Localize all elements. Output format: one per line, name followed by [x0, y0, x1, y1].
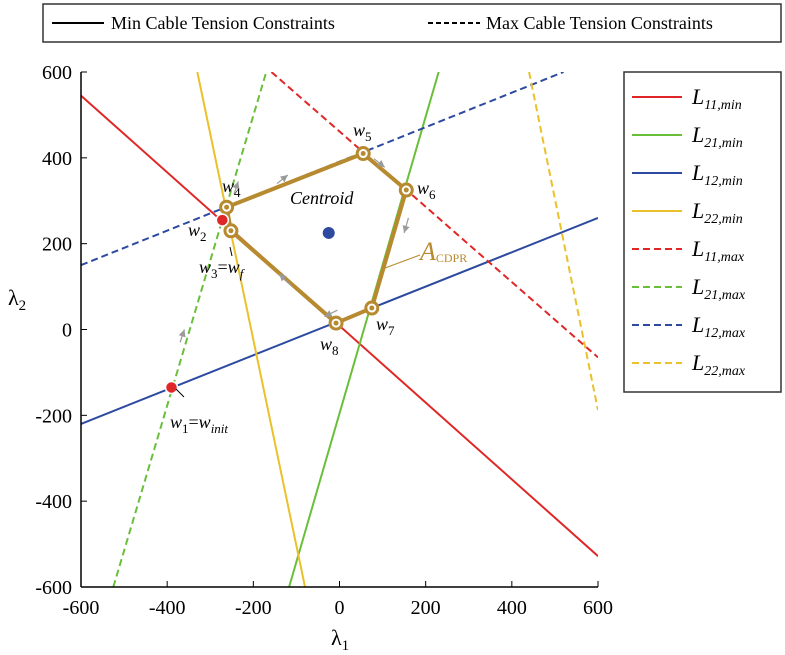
path-arrow-5 — [278, 273, 293, 288]
label-w7: w7 — [376, 314, 395, 338]
path-arrow-1 — [276, 174, 289, 185]
point-centroid — [322, 226, 335, 239]
label-acdpr: ACDPR — [418, 237, 467, 266]
leader-w1 — [175, 388, 185, 398]
y-axis-label: λ2 — [8, 285, 26, 314]
label-w5: w5 — [353, 120, 372, 144]
label-centroid: Centroid — [290, 188, 354, 208]
vertex-dot-w6 — [403, 187, 409, 193]
point-w1 — [164, 380, 179, 395]
legend-label-11-max: L11,max — [691, 236, 745, 265]
y-tick-label: 200 — [42, 234, 72, 256]
points-layer — [164, 213, 335, 395]
path-arrow-4 — [324, 309, 338, 318]
x-tick-label: -200 — [235, 597, 272, 619]
annotation-layer: w4 w5 w6 w7 w8 w2 w3=wf w1=winit Centroid ACDPR — [170, 120, 467, 436]
x-tick-label: 0 — [335, 597, 345, 619]
right-legend: L11,min L21,min L12,min L22,min L11,max L21,m… — [623, 71, 782, 393]
path-arrow-3 — [402, 217, 410, 234]
series-line-L22-min — [196, 72, 307, 587]
y-tick-label: 400 — [42, 148, 72, 170]
legend-label-21-max: L21,max — [691, 274, 746, 303]
vertex-dot-w7 — [369, 305, 375, 311]
vertex-dot-w3 — [228, 228, 234, 234]
legend-label-22-min: L22,min — [691, 198, 743, 227]
path-arrow-7 — [232, 181, 240, 195]
leader-w3 — [229, 246, 233, 257]
path-arrow-2 — [373, 158, 386, 168]
x-tick-label: 400 — [497, 597, 527, 619]
y-tick-label: 0 — [62, 320, 72, 342]
legend-label-12-min: L12,min — [691, 160, 743, 189]
vertex-dot-w8 — [333, 320, 339, 326]
label-w6: w6 — [417, 178, 436, 202]
polygon-layer — [219, 146, 414, 331]
top-legend-solid-label: Min Cable Tension Constraints — [111, 13, 335, 33]
path-arrow-6 — [178, 329, 186, 343]
arrow-layer — [178, 158, 410, 343]
top-legend: Min Cable Tension Constraints Max Cable … — [42, 3, 782, 43]
x-axis-label: λ1 — [331, 625, 349, 654]
x-tick-label: -600 — [63, 597, 100, 619]
legend-label-21-min: L21,min — [691, 122, 743, 151]
series-line-L21-max — [112, 72, 268, 587]
vertex-dot-w5 — [360, 151, 366, 157]
right-legend-box — [623, 71, 782, 393]
series-line-L22-max — [528, 72, 598, 411]
y-tick-label: -200 — [35, 405, 72, 427]
y-tick-label: -600 — [35, 577, 72, 599]
point-w2 — [215, 213, 230, 227]
leader-acdpr — [384, 254, 421, 269]
label-w8: w8 — [320, 334, 339, 358]
top-legend-box — [42, 3, 782, 43]
label-w3: w3=wf — [199, 257, 246, 281]
series-line-L11-max — [270, 72, 598, 359]
legend-label-11-min: L11,min — [691, 84, 742, 113]
y-tick-label: -400 — [35, 491, 72, 513]
series-line-L21-min — [288, 72, 440, 587]
legend-label-22-max: L22,max — [691, 350, 746, 379]
y-tick-label: 600 — [42, 62, 72, 84]
label-w2: w2 — [188, 220, 207, 244]
legend-label-12-max: L12,max — [691, 312, 746, 341]
top-legend-dashed-label: Max Cable Tension Constraints — [486, 13, 713, 33]
x-tick-label: 600 — [583, 597, 613, 619]
vertex-dot-w4 — [224, 204, 230, 210]
x-tick-label: 200 — [411, 597, 441, 619]
ticks: -600 -400 -200 0 200 400 600 -600 -400 -200 0 200 40… — [35, 62, 613, 619]
x-tick-label: -400 — [149, 597, 186, 619]
label-w1: w1=winit — [170, 412, 228, 436]
label-w4: w4 — [222, 176, 241, 200]
